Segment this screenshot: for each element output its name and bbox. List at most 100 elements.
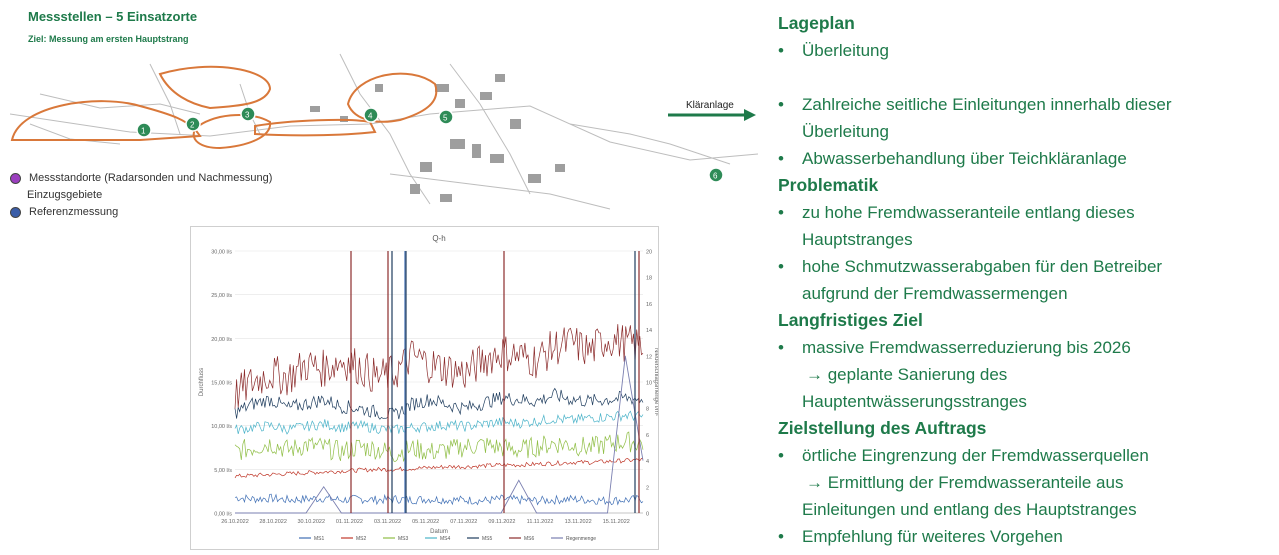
catchment-areas (10, 65, 438, 150)
bullet-continuation: Hauptentwässerungsstranges (802, 392, 1027, 411)
section-heading: Langfristiges Ziel (778, 310, 923, 330)
bullet-text: Überleitung (802, 41, 889, 60)
y2-tick-label: 6 (646, 433, 649, 439)
legend-label: MS3 (398, 536, 409, 542)
treatment-plant-label: Kläranlage (686, 100, 734, 111)
marker-1: 1 (136, 122, 152, 138)
bullet-continuation: Überleitung (802, 122, 889, 141)
legend-label: MS1 (314, 536, 325, 542)
x-tick-label: 11.11.2022 (527, 519, 554, 525)
legend-label: Regenmenge (566, 536, 596, 542)
bullet-continuation: Einleitungen und entlang des Hauptstrang… (802, 500, 1137, 519)
marker-6: 6 (708, 167, 724, 183)
legend-reference-measurement: Referenzmessung (10, 206, 118, 218)
y2-tick-label: 16 (646, 302, 652, 308)
legend-catchment-areas: Einzugsgebiete (27, 189, 103, 201)
series-line-ms1 (234, 493, 644, 506)
y-tick-label: 30,00 l/s (211, 250, 232, 256)
bullet-text: Zahlreiche seitliche Einleitungen innerh… (802, 95, 1172, 114)
x-tick-label: 01.11.2022 (336, 519, 363, 525)
legend-label: MS2 (356, 536, 367, 542)
bullet-continuation: aufgrund der Fremdwassermengen (802, 284, 1068, 303)
bullet-text: Abwasserbehandlung über Teichkläranlage (802, 149, 1127, 168)
x-tick-label: 26.10.2022 (221, 519, 249, 525)
x-tick-label: 30.10.2022 (297, 519, 325, 525)
legend-label: MS6 (524, 536, 535, 542)
marker-2: 2 (185, 116, 201, 132)
series-line-ms2 (234, 458, 644, 479)
svg-text:3: 3 (245, 111, 250, 120)
x-tick-label: 15.11.2022 (603, 519, 630, 525)
series-line-ms3 (234, 431, 644, 462)
svg-text:1: 1 (141, 127, 146, 136)
y2-tick-label: 0 (646, 512, 649, 518)
y-tick-label: 5,00 l/s (214, 468, 232, 474)
legend-label: MS4 (440, 536, 451, 542)
bullet-item: örtliche Eingrenzung der Fremdwasserquel… (778, 442, 1273, 523)
site-map: 1 2 3 4 5 6 (9, 44, 759, 212)
series-line-regenmenge (235, 355, 644, 514)
x-tick-label: 05.11.2022 (412, 519, 439, 525)
x-tick-label: 28.10.2022 (259, 519, 287, 525)
qh-chart-svg: Q-h 0,00 l/s 5,00 l/s 10,00 l/s 15,00 l/s 20,… (199, 234, 659, 542)
y-tick-label: 20,00 l/s (211, 337, 232, 343)
treatment-plant-arrow-icon (668, 109, 756, 121)
qh-chart: Q-h 0,00 l/s 5,00 l/s 10,00 l/s 15,00 l/s 20,… (190, 226, 659, 550)
svg-text:4: 4 (368, 112, 373, 121)
svg-text:6: 6 (713, 172, 718, 181)
bullet-text: örtliche Eingrenzung der Fremdwasserquel… (802, 446, 1149, 465)
series-line-ms4 (234, 410, 644, 435)
bullet-text: Empfehlung für weiteres Vorgehen (802, 527, 1063, 546)
legend-label: MS5 (482, 536, 493, 542)
y2-axis-label: Niederschlagsmenge l/m² (653, 348, 658, 416)
blue-dot-icon (10, 206, 21, 218)
y-tick-label: 0,00 l/s (214, 512, 232, 518)
bullet-list: massive Fremdwasserreduzierung bis 2026 →… (778, 334, 1273, 415)
bullet-continuation: Hauptstranges (802, 230, 913, 249)
bullet-item: Überleitung (778, 37, 1273, 64)
bullet-continuation: → Ermittlung der Fremdwasseranteile aus (806, 473, 1124, 492)
bullet-item: hohe Schmutzwasserabgaben für den Betrei… (778, 253, 1273, 307)
street-network (9, 53, 759, 210)
svg-text:5: 5 (443, 114, 448, 123)
section-heading: Zielstellung des Auftrags (778, 418, 987, 438)
y2-tick-label: 2 (646, 485, 649, 491)
bullet-list: Überleitung Zahlreiche seitliche Einleitu… (778, 37, 1273, 172)
y2-tick-label: 18 (646, 276, 652, 282)
bullet-item: Abwasserbehandlung über Teichkläranlage (778, 145, 1273, 172)
slide-title: Messstellen – 5 Einsatzorte (28, 9, 198, 24)
series-line-ms6 (234, 324, 644, 409)
svg-text:2: 2 (190, 121, 195, 130)
marker-5: 5 (438, 109, 454, 125)
y2-tick-label: 20 (646, 250, 652, 256)
y2-tick-label: 10 (646, 381, 652, 387)
marker-3: 3 (240, 106, 256, 122)
x-axis-label: Datum (430, 529, 448, 535)
y2-tick-label: 14 (646, 328, 652, 334)
y-tick-label: 10,00 l/s (211, 424, 232, 430)
bullet-item: massive Fremdwasserreduzierung bis 2026 →… (778, 334, 1273, 415)
buildings (310, 74, 565, 202)
right-text-panel: Lageplan Überleitung Zahlreiche seitliche … (778, 10, 1273, 550)
bullet-text: zu hohe Fremdwasseranteile entlang diese… (802, 203, 1135, 222)
chart-title: Q-h (432, 234, 445, 243)
purple-dot-icon (10, 172, 21, 184)
bullet-text: massive Fremdwasserreduzierung bis 2026 (802, 338, 1131, 357)
x-tick-label: 03.11.2022 (374, 519, 401, 525)
bullet-list: zu hohe Fremdwasseranteile entlang diese… (778, 199, 1273, 307)
x-tick-label: 09.11.2022 (488, 519, 515, 525)
y2-tick-label: 4 (646, 459, 649, 465)
bullet-item: Zahlreiche seitliche Einleitungen innerh… (778, 91, 1273, 145)
spacer (778, 64, 1273, 91)
y2-tick-label: 12 (646, 354, 652, 360)
x-tick-label: 07.11.2022 (450, 519, 477, 525)
legend-measurement-sites: Messstandorte (Radarsonden und Nachmessu… (10, 172, 272, 184)
bullet-continuation: → geplante Sanierung des (806, 365, 1008, 384)
y-tick-label: 15,00 l/s (211, 381, 232, 387)
bullet-item: zu hohe Fremdwasseranteile entlang diese… (778, 199, 1273, 253)
y-tick-label: 25,00 l/s (211, 293, 232, 299)
bullet-text: hohe Schmutzwasserabgaben für den Betrei… (802, 257, 1163, 276)
section-heading: Lageplan (778, 13, 855, 33)
bullet-list: örtliche Eingrenzung der Fremdwasserquel… (778, 442, 1273, 550)
marker-4: 4 (363, 107, 379, 123)
